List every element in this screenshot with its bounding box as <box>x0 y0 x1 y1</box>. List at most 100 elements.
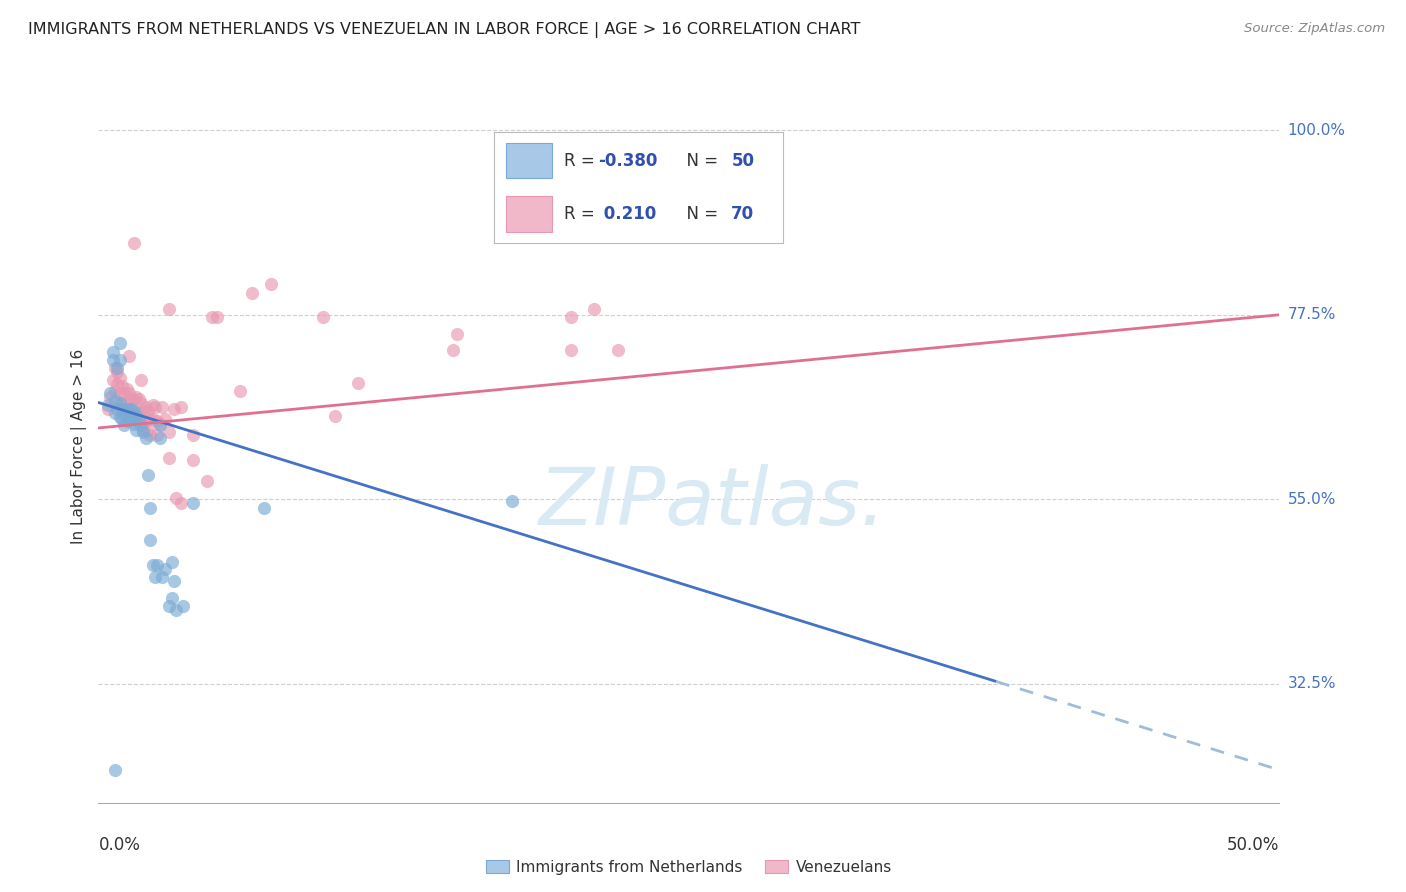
Point <box>129 418 152 433</box>
Point <box>583 301 606 316</box>
Text: 55.0%: 55.0% <box>1288 491 1336 507</box>
Point <box>181 428 204 442</box>
Point <box>122 236 145 251</box>
Point <box>122 403 145 417</box>
Text: ZIPatlas.: ZIPatlas. <box>538 464 886 542</box>
Point <box>146 558 169 572</box>
Point <box>104 406 127 420</box>
Point <box>142 398 165 412</box>
Text: 77.5%: 77.5% <box>1288 307 1336 322</box>
Point <box>149 418 172 433</box>
Point <box>139 500 162 515</box>
Point <box>104 384 127 398</box>
Point <box>108 336 131 351</box>
Text: Source: ZipAtlas.com: Source: ZipAtlas.com <box>1244 22 1385 36</box>
Point <box>115 414 138 428</box>
Point <box>105 402 128 417</box>
Text: 50.0%: 50.0% <box>1227 836 1279 854</box>
Point <box>136 423 159 437</box>
Point <box>122 417 145 431</box>
Point <box>195 475 218 489</box>
Point <box>201 310 224 325</box>
Point <box>170 496 193 510</box>
Point <box>105 361 128 376</box>
Point <box>111 412 134 426</box>
Point <box>229 384 252 398</box>
Point <box>181 453 204 467</box>
Point <box>118 412 141 426</box>
Point <box>135 414 157 428</box>
Point <box>146 428 169 442</box>
Point <box>146 414 169 428</box>
Point <box>105 377 128 392</box>
Point <box>170 401 193 415</box>
Point <box>139 412 162 426</box>
Point <box>98 390 121 404</box>
Point <box>748 219 770 234</box>
Point <box>97 402 120 417</box>
Point <box>143 570 166 584</box>
Point <box>97 398 120 412</box>
Point <box>135 431 157 445</box>
Point <box>112 385 135 400</box>
Point <box>172 599 194 613</box>
Point <box>111 379 134 393</box>
Point <box>149 431 172 445</box>
Point <box>132 423 155 437</box>
Point <box>129 395 152 409</box>
Point <box>253 500 276 515</box>
Point <box>115 382 138 396</box>
Point <box>101 352 124 367</box>
Point <box>108 395 131 409</box>
Point <box>122 406 145 420</box>
Point <box>157 451 180 466</box>
Point <box>312 310 335 325</box>
Point <box>139 428 162 442</box>
Point <box>118 385 141 400</box>
Point <box>108 352 131 367</box>
Point <box>104 763 127 777</box>
Point <box>142 558 165 572</box>
Point <box>560 343 582 357</box>
Point <box>501 494 523 508</box>
Point <box>142 412 165 426</box>
Point <box>441 343 464 357</box>
Point <box>98 385 121 400</box>
Point <box>163 574 186 589</box>
Point <box>128 392 150 407</box>
Point <box>149 417 172 431</box>
Point <box>118 349 141 363</box>
Point <box>560 310 582 325</box>
Point <box>157 599 180 613</box>
Text: 0.0%: 0.0% <box>98 836 141 854</box>
Point <box>181 496 204 510</box>
Point <box>104 393 127 408</box>
Point <box>160 556 183 570</box>
Point <box>347 376 370 390</box>
Point <box>121 410 143 425</box>
Point <box>150 570 173 584</box>
Point <box>240 285 263 300</box>
Point <box>121 392 143 407</box>
Point <box>112 418 135 433</box>
Point <box>112 402 135 417</box>
Point <box>143 401 166 415</box>
Legend: Immigrants from Netherlands, Venezuelans: Immigrants from Netherlands, Venezuelans <box>479 854 898 880</box>
Point <box>205 310 228 325</box>
Point <box>160 591 183 605</box>
Text: 32.5%: 32.5% <box>1288 676 1336 691</box>
Text: IMMIGRANTS FROM NETHERLANDS VS VENEZUELAN IN LABOR FORCE | AGE > 16 CORRELATION : IMMIGRANTS FROM NETHERLANDS VS VENEZUELA… <box>28 22 860 38</box>
Point <box>157 301 180 316</box>
Point <box>260 277 283 292</box>
Point <box>111 395 134 409</box>
Point <box>136 403 159 417</box>
Point <box>153 412 176 426</box>
Text: 100.0%: 100.0% <box>1288 123 1346 137</box>
Point <box>108 371 131 385</box>
Point <box>139 533 162 548</box>
Point <box>128 406 150 420</box>
Point <box>101 344 124 359</box>
Point <box>108 410 131 425</box>
Point <box>165 491 187 505</box>
Point <box>125 409 148 423</box>
